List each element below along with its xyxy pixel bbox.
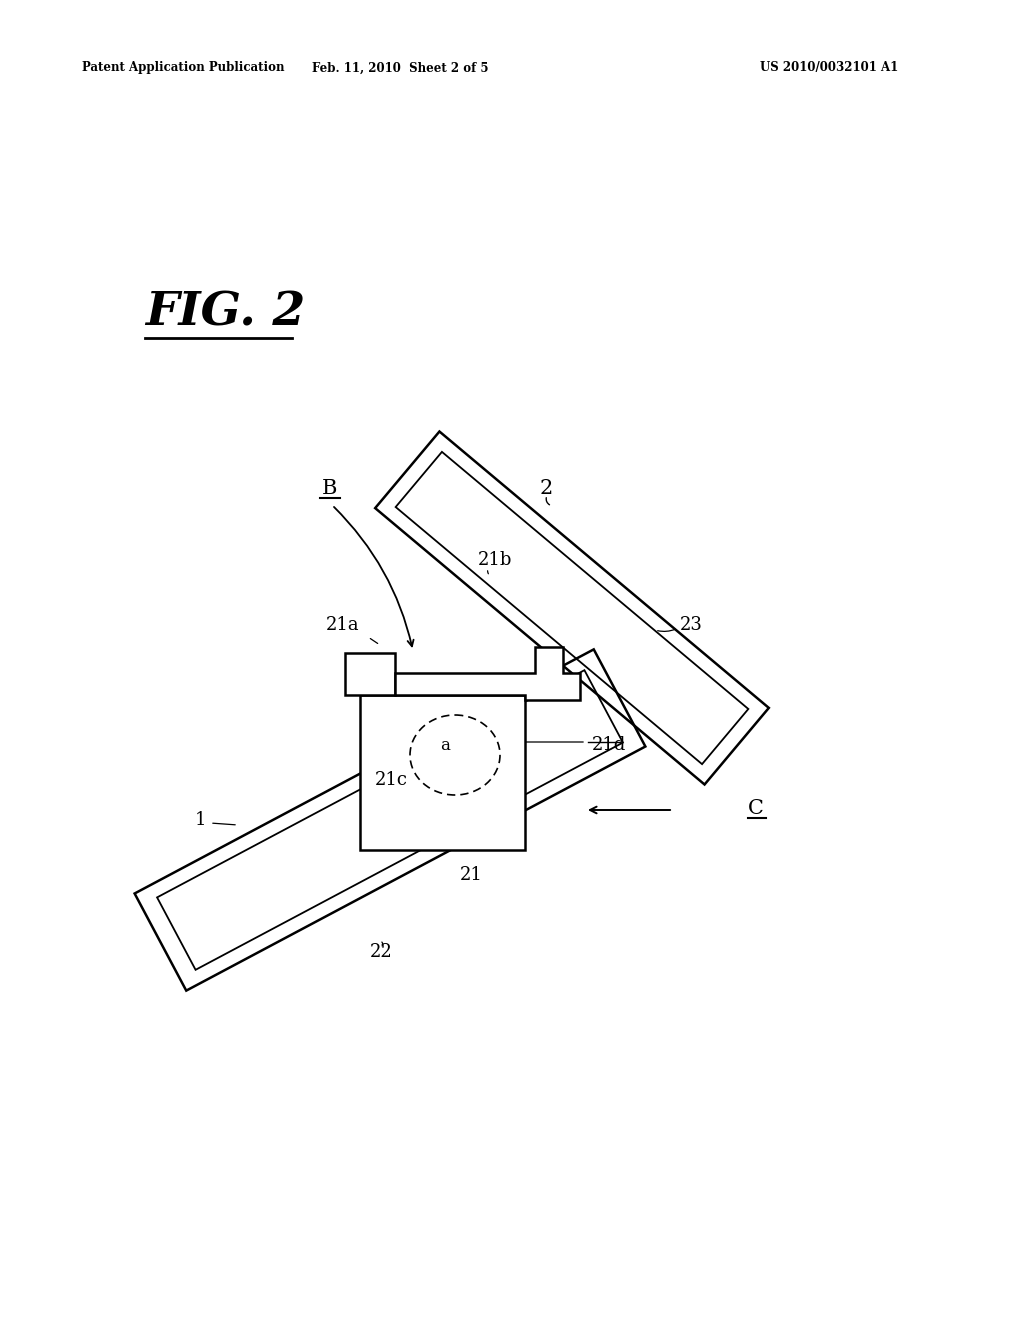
Text: 22: 22 [370, 942, 393, 961]
Text: a: a [440, 737, 450, 754]
Text: C: C [748, 799, 764, 817]
Bar [345, 653, 395, 696]
Text: 21b: 21b [478, 550, 512, 569]
Text: 21: 21 [460, 866, 483, 884]
Text: 23: 23 [680, 616, 702, 634]
Text: Feb. 11, 2010  Sheet 2 of 5: Feb. 11, 2010 Sheet 2 of 5 [311, 62, 488, 74]
Text: B: B [322, 479, 337, 498]
Text: Patent Application Publication: Patent Application Publication [82, 62, 285, 74]
Bar [360, 696, 525, 850]
Text: 21c: 21c [375, 771, 408, 789]
Text: US 2010/0032101 A1: US 2010/0032101 A1 [760, 62, 898, 74]
Polygon shape [395, 647, 580, 700]
Text: 21d: 21d [592, 737, 627, 754]
Text: 2: 2 [540, 479, 553, 498]
Text: 1: 1 [195, 810, 207, 829]
Text: FIG. 2: FIG. 2 [145, 290, 305, 337]
Text: 21a: 21a [326, 616, 359, 634]
